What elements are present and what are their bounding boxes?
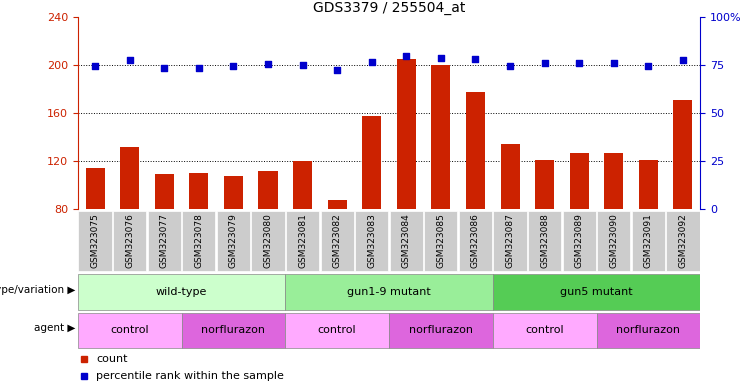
Text: GSM323079: GSM323079: [229, 214, 238, 268]
Text: GSM323091: GSM323091: [644, 214, 653, 268]
Bar: [466, 92, 485, 209]
Bar: [286, 210, 319, 271]
Point: [296, 62, 308, 68]
Text: GSM323080: GSM323080: [264, 214, 273, 268]
Point: [124, 58, 136, 64]
Point: [470, 56, 482, 62]
Point: [159, 65, 170, 71]
Bar: [182, 313, 285, 348]
Bar: [604, 153, 623, 209]
Bar: [259, 171, 277, 209]
Bar: [528, 210, 561, 271]
Bar: [285, 274, 493, 310]
Text: GSM323077: GSM323077: [160, 214, 169, 268]
Bar: [147, 210, 181, 271]
Bar: [389, 313, 493, 348]
Text: norflurazon: norflurazon: [202, 325, 265, 335]
Bar: [328, 200, 347, 209]
Point: [89, 63, 101, 70]
Point: [400, 53, 412, 59]
Point: [677, 58, 689, 64]
Bar: [500, 144, 519, 209]
Text: GSM323089: GSM323089: [575, 214, 584, 268]
Text: GSM323081: GSM323081: [298, 214, 307, 268]
Text: GSM323087: GSM323087: [505, 214, 514, 268]
Text: GSM323090: GSM323090: [609, 214, 618, 268]
Bar: [639, 160, 658, 209]
Text: GSM323085: GSM323085: [436, 214, 445, 268]
Text: GSM323084: GSM323084: [402, 214, 411, 268]
Bar: [362, 116, 381, 209]
Bar: [459, 210, 492, 271]
Bar: [494, 210, 527, 271]
Text: genotype/variation ▶: genotype/variation ▶: [0, 285, 76, 295]
Bar: [78, 274, 285, 310]
Bar: [431, 65, 451, 209]
Bar: [113, 210, 146, 271]
Point: [574, 60, 585, 66]
Bar: [78, 313, 182, 348]
Text: control: control: [525, 325, 564, 335]
Bar: [355, 210, 388, 271]
Bar: [79, 210, 112, 271]
Bar: [224, 176, 243, 209]
Text: GSM323078: GSM323078: [194, 214, 203, 268]
Point: [435, 55, 447, 61]
Point: [539, 60, 551, 66]
Bar: [285, 313, 389, 348]
Text: norflurazon: norflurazon: [617, 325, 680, 335]
Text: gun1-9 mutant: gun1-9 mutant: [347, 287, 431, 297]
Text: GSM323092: GSM323092: [679, 214, 688, 268]
Text: count: count: [96, 354, 128, 364]
Point: [193, 65, 205, 71]
Text: GSM323076: GSM323076: [125, 214, 134, 268]
Bar: [674, 100, 692, 209]
Point: [227, 63, 239, 70]
Bar: [120, 147, 139, 209]
Text: GSM323086: GSM323086: [471, 214, 480, 268]
Text: GSM323088: GSM323088: [540, 214, 549, 268]
Bar: [666, 210, 700, 271]
Text: percentile rank within the sample: percentile rank within the sample: [96, 371, 285, 381]
Point: [262, 61, 274, 67]
Bar: [493, 313, 597, 348]
Point: [331, 67, 343, 73]
Bar: [396, 59, 416, 209]
Bar: [597, 313, 700, 348]
Point: [504, 63, 516, 70]
Text: control: control: [318, 325, 356, 335]
Text: GSM323075: GSM323075: [90, 214, 99, 268]
Text: gun5 mutant: gun5 mutant: [560, 287, 633, 297]
Bar: [321, 210, 353, 271]
Text: norflurazon: norflurazon: [409, 325, 473, 335]
Text: wild-type: wild-type: [156, 287, 207, 297]
Text: control: control: [110, 325, 149, 335]
Bar: [425, 210, 457, 271]
Point: [642, 63, 654, 70]
Point: [608, 60, 619, 66]
Bar: [632, 210, 665, 271]
Bar: [189, 173, 208, 209]
Title: GDS3379 / 255504_at: GDS3379 / 255504_at: [313, 1, 465, 15]
Bar: [597, 210, 631, 271]
Text: agent ▶: agent ▶: [34, 323, 76, 333]
Bar: [155, 174, 173, 209]
Point: [366, 59, 378, 65]
Bar: [535, 160, 554, 209]
Bar: [182, 210, 216, 271]
Bar: [562, 210, 596, 271]
Bar: [217, 210, 250, 271]
Bar: [251, 210, 285, 271]
Text: GSM323082: GSM323082: [333, 214, 342, 268]
Bar: [390, 210, 423, 271]
Text: GSM323083: GSM323083: [368, 214, 376, 268]
Bar: [85, 169, 104, 209]
Bar: [293, 161, 312, 209]
Bar: [493, 274, 700, 310]
Bar: [570, 153, 588, 209]
